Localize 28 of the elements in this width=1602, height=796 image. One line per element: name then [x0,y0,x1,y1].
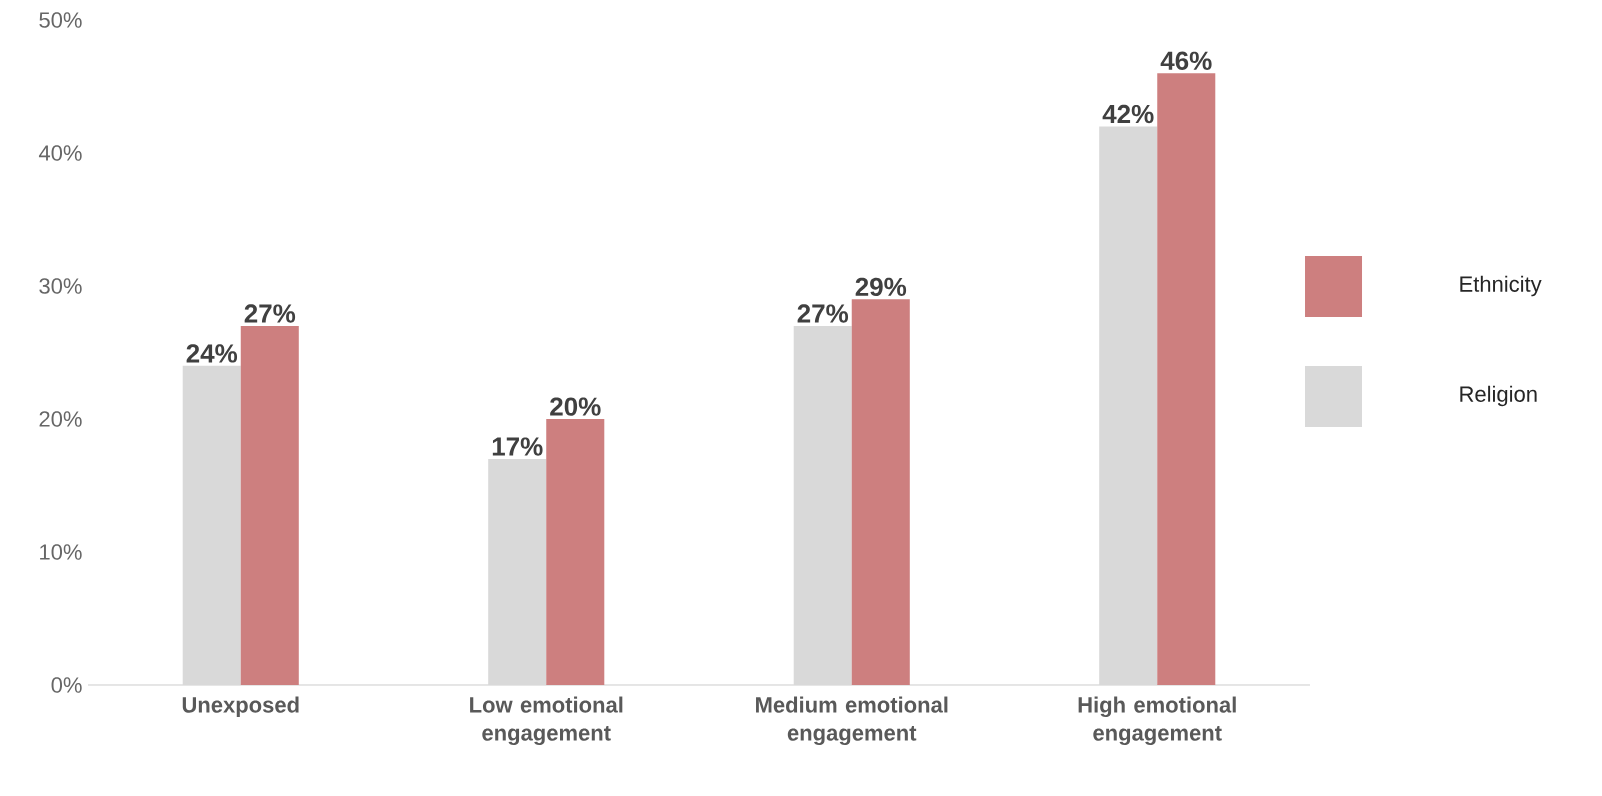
data-label: 27% [797,304,849,323]
bar [1099,126,1158,685]
data-label: 17% [492,437,543,456]
data-label: 42% [1102,104,1154,124]
bar [488,458,547,685]
x-tick-label: Unexposed [182,696,299,718]
data-label: 46% [1160,51,1212,70]
y-tick-label: 0% [51,677,82,693]
bar [851,299,910,685]
x-tick-label: High emotional engagement [1078,696,1236,746]
bar [240,325,299,685]
y-tick-label: 10% [40,544,82,560]
text: Ethnicity [1460,275,1542,297]
data-label: 20% [550,397,601,416]
text: Religion [1460,385,1537,407]
x-tick-label: Medium emotional engagement [756,696,948,746]
y-tick-label: 30% [39,278,82,294]
y-tick-label: 50% [39,12,82,28]
y-tick-label: 20% [39,411,82,427]
data-label: 24% [186,344,238,363]
data-label: 29% [855,277,907,297]
x-tick-label: Low emotional engagement [470,696,623,746]
bar [793,325,852,685]
bar [182,365,241,685]
bar [546,419,605,685]
data-label: 27% [244,304,296,323]
bar [1157,73,1216,685]
y-tick-label: 40% [38,145,82,161]
